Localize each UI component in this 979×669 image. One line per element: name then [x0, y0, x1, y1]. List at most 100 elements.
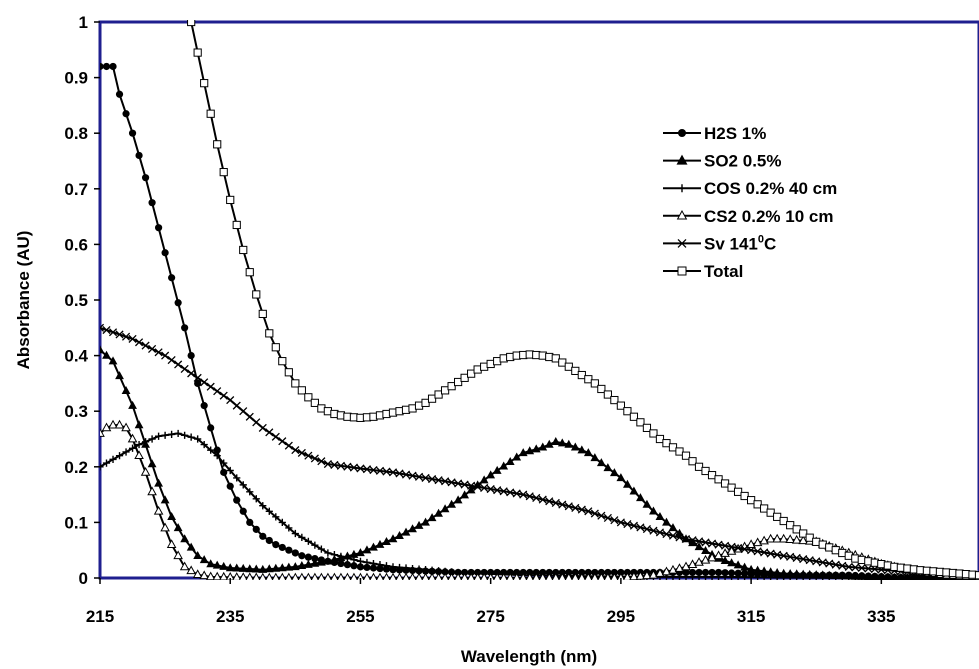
data-point	[330, 460, 339, 469]
data-point	[226, 482, 234, 490]
data-point	[688, 457, 697, 466]
data-point	[382, 537, 391, 546]
data-point	[310, 558, 320, 567]
data-point	[440, 504, 450, 513]
legend-label: Sv 1410C	[704, 233, 776, 253]
data-point	[727, 569, 736, 577]
data-point	[538, 442, 548, 451]
data-point	[278, 572, 287, 580]
data-point	[545, 497, 554, 506]
data-point	[245, 268, 254, 277]
data-point	[311, 541, 319, 549]
data-point	[597, 572, 606, 580]
data-point	[349, 572, 358, 580]
data-point	[141, 174, 150, 182]
x-tick-label: 255	[346, 607, 374, 626]
data-point	[128, 334, 137, 343]
data-point	[760, 504, 769, 513]
data-point	[356, 572, 365, 580]
data-point	[304, 537, 312, 545]
legend-label: H2S 1%	[704, 124, 766, 143]
data-point	[220, 459, 228, 467]
data-point	[773, 512, 782, 521]
data-point	[597, 384, 606, 394]
data-point	[428, 572, 437, 580]
data-point	[441, 477, 450, 486]
data-point	[780, 573, 788, 580]
data-point	[310, 572, 319, 580]
data-point	[135, 151, 143, 160]
data-point	[271, 572, 280, 580]
data-point	[806, 574, 814, 580]
data-point	[200, 440, 208, 449]
data-point	[194, 435, 202, 443]
data-point	[401, 572, 411, 580]
data-point	[434, 572, 443, 580]
data-point	[154, 348, 163, 357]
data-point	[388, 468, 398, 477]
data-point	[557, 438, 567, 447]
data-point	[245, 564, 255, 573]
data-point	[677, 266, 687, 276]
x-tick-label: 335	[867, 607, 895, 626]
data-point	[681, 535, 691, 544]
data-point	[174, 360, 183, 369]
data-point	[206, 382, 215, 391]
data-point	[122, 110, 130, 118]
data-point	[577, 505, 586, 514]
data-point	[479, 475, 489, 484]
data-point	[648, 569, 659, 579]
data-point	[577, 445, 587, 454]
data-point	[258, 564, 268, 573]
data-point	[480, 483, 489, 492]
data-point	[741, 573, 749, 580]
data-point	[603, 463, 613, 472]
data-point	[297, 386, 306, 395]
data-point	[251, 564, 261, 573]
data-point	[272, 541, 280, 549]
data-point	[245, 412, 254, 421]
y-axis-ticks: 0 0.1 0.2 0.3 0.4 0.5 0.6 0.7 0.8 0.9 1	[64, 13, 100, 588]
data-point	[304, 572, 313, 580]
data-point	[721, 541, 730, 550]
data-point	[207, 446, 215, 454]
data-point	[675, 533, 684, 542]
data-point	[388, 534, 398, 543]
data-point	[564, 572, 573, 580]
legend-label: COS 0.2% 40 cm	[704, 179, 837, 198]
data-point	[819, 574, 827, 580]
legend-label-end: C	[764, 234, 776, 253]
data-point	[753, 547, 762, 556]
data-point	[551, 354, 560, 363]
data-point	[141, 438, 150, 446]
data-point	[558, 500, 567, 509]
data-point	[271, 343, 280, 352]
data-point	[851, 574, 859, 580]
data-point	[356, 563, 365, 571]
data-point	[701, 466, 710, 476]
data-point	[779, 516, 788, 526]
data-point	[350, 556, 358, 564]
data-point	[155, 224, 163, 232]
data-point	[714, 573, 723, 580]
data-point	[337, 559, 345, 568]
data-point	[421, 473, 430, 482]
data-point	[727, 542, 736, 551]
legend: H2S 1% SO2 0.5% COS 0.2% 40 cm CS2 0.2% 10 …	[663, 124, 837, 281]
data-point	[519, 490, 528, 499]
data-point	[147, 459, 157, 468]
data-point	[187, 20, 196, 27]
data-point	[200, 402, 208, 410]
data-point	[571, 503, 580, 513]
data-point	[786, 521, 795, 530]
data-point	[772, 567, 782, 576]
data-point	[571, 366, 580, 375]
data-point	[591, 568, 599, 577]
data-point	[714, 568, 723, 577]
data-point	[564, 439, 574, 448]
data-point	[467, 572, 476, 580]
data-point	[564, 502, 573, 511]
data-point	[298, 533, 306, 542]
data-point	[304, 451, 313, 460]
data-point	[740, 491, 749, 501]
